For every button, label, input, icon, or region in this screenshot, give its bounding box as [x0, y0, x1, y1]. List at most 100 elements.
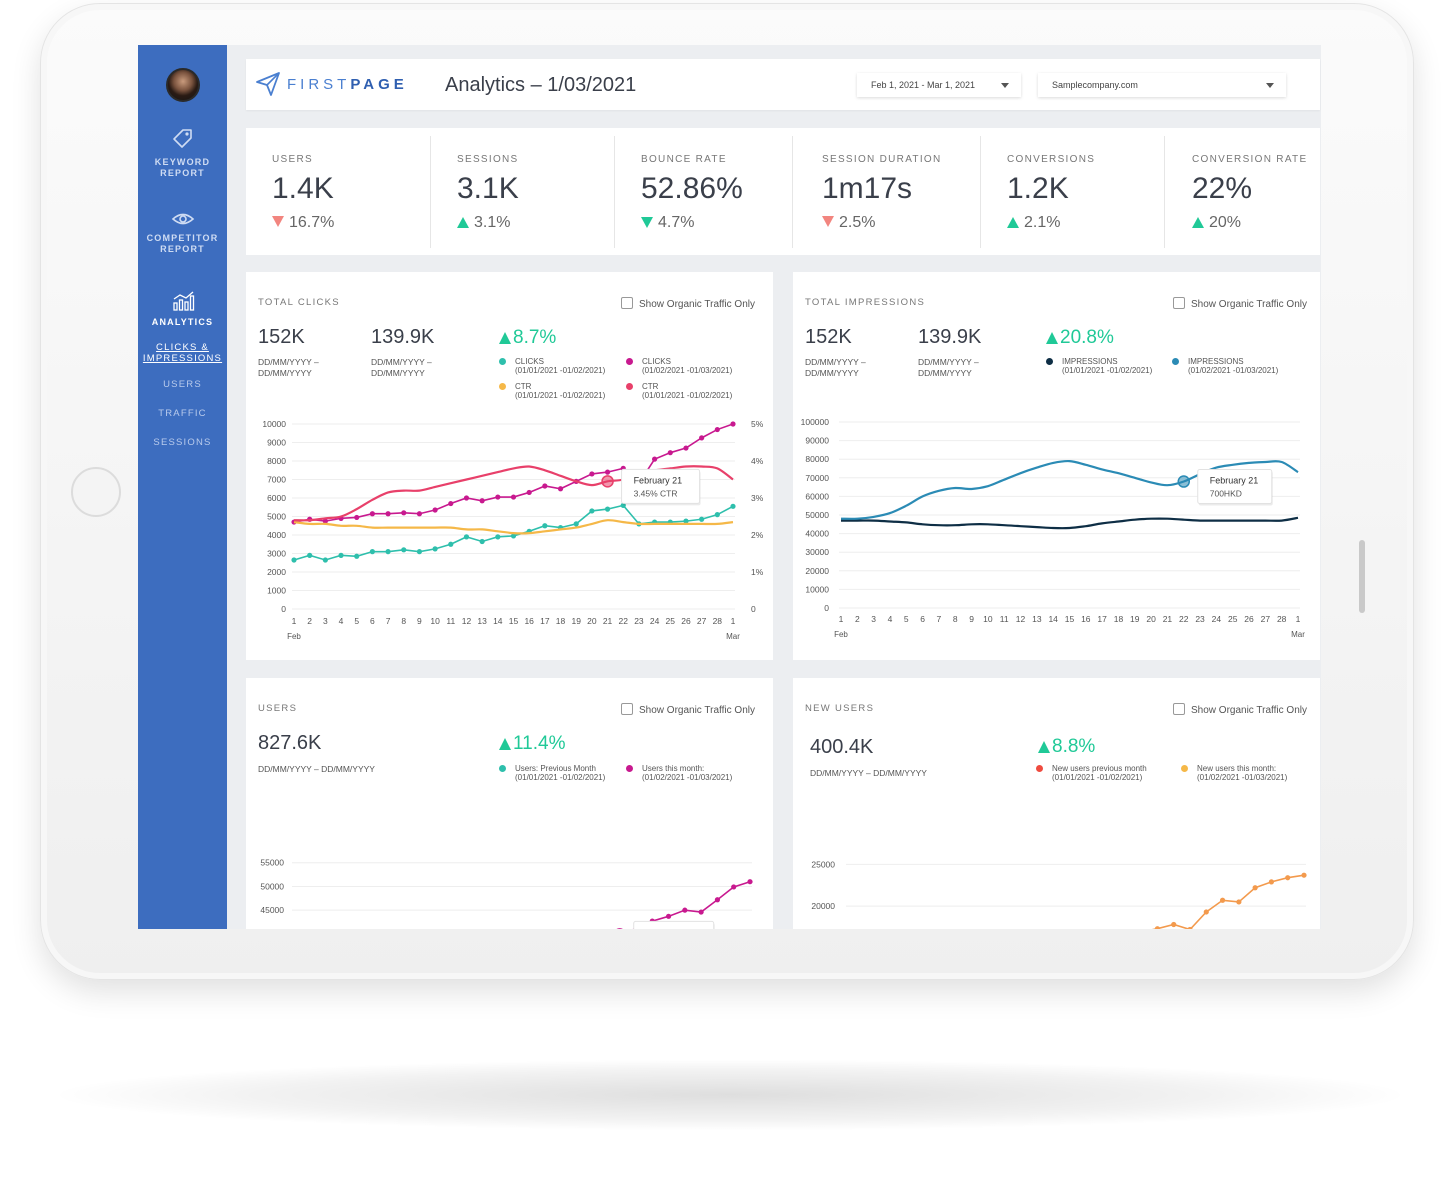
- kpi-label: SESSION DURATION: [822, 154, 942, 165]
- date-line: DD/MM/YYYY –: [371, 357, 432, 367]
- tooltip-box: [633, 920, 715, 929]
- y-tick-label: 2000: [267, 567, 286, 577]
- tooltip-value: 700HKD: [1210, 489, 1242, 499]
- impressions-line-chart: 1000009000080000700006000050000400003000…: [801, 417, 1306, 639]
- data-point-magenta: [448, 500, 454, 507]
- y-tick-label: 50000: [260, 881, 284, 891]
- kpi-change-value: 2.5%: [839, 214, 876, 231]
- data-point-magenta: [698, 909, 704, 915]
- divider: [430, 136, 431, 248]
- y-tick-label: 100000: [801, 417, 830, 427]
- data-point-magenta: [385, 511, 391, 517]
- tooltip-value: 3.45% CTR: [634, 488, 678, 498]
- domain-select[interactable]: Samplecompany.com: [1038, 73, 1286, 97]
- nav-keyword-report[interactable]: KEYWORD REPORT: [138, 127, 227, 179]
- date-range-value: Feb 1, 2021 - Mar 1, 2021: [871, 80, 976, 90]
- x-tick-label: 15: [509, 616, 519, 626]
- x-tick-label: 10: [983, 614, 993, 624]
- organic-traffic-checkbox[interactable]: Show Organic Traffic Only: [621, 297, 755, 310]
- y-tick-label: 1000: [267, 586, 286, 596]
- organic-traffic-checkbox[interactable]: Show Organic Traffic Only: [1173, 297, 1307, 310]
- x-tick-label: 27: [697, 616, 707, 626]
- data-point-teal: [416, 549, 423, 555]
- kpi-label: USERS: [272, 154, 313, 165]
- data-point-teal: [354, 553, 360, 559]
- legend-range: (01/01/2021 -01/02/2021): [1052, 773, 1143, 782]
- nav-competitor-report-label-1: COMPETITOR: [146, 233, 219, 243]
- triangle-up-icon: [1007, 217, 1019, 228]
- avatar[interactable]: [166, 68, 200, 102]
- data-point-teal: [291, 557, 297, 563]
- tooltip-title: February 21: [1210, 476, 1259, 486]
- subnav-sessions[interactable]: SESSIONS: [153, 437, 212, 448]
- kpi-session-duration: SESSION DURATION 1m17s 2.5%: [796, 128, 940, 255]
- kpi-value: 1m17s: [822, 172, 913, 205]
- legend-range: (01/02/2021 -01/03/2021): [642, 773, 733, 782]
- data-point-teal: [432, 546, 438, 552]
- tooltip-title: February 21: [634, 475, 683, 485]
- x-tick-label: 4: [888, 614, 893, 624]
- triangle-up-icon: [457, 217, 469, 228]
- subnav-traffic[interactable]: TRAFFIC: [158, 408, 207, 419]
- data-point-orange: [1301, 872, 1307, 878]
- series-line-magenta: [632, 880, 751, 929]
- firstpage-logo[interactable]: FIRSTPAGE: [255, 71, 408, 97]
- legend-name: CLICKS: [642, 357, 671, 366]
- y-tick-label: 45000: [260, 905, 284, 915]
- legend-range: (01/02/2021 -01/03/2021): [642, 366, 733, 375]
- bar-chart-icon: [172, 291, 194, 311]
- legend-dot: [499, 358, 506, 365]
- nav-competitor-report-label-2: REPORT: [160, 244, 205, 254]
- data-point-teal: [401, 547, 407, 553]
- data-point-teal: [683, 518, 689, 524]
- legend-item: CLICKS (01/01/2021 -01/02/2021): [499, 357, 605, 375]
- tablet-home-button[interactable]: [71, 467, 121, 517]
- date-range-select[interactable]: Feb 1, 2021 - Mar 1, 2021: [857, 73, 1021, 97]
- x-tick-label: 25: [666, 616, 676, 626]
- kpi-change: 20%: [1192, 214, 1241, 232]
- x-tick-label: 27: [1261, 614, 1271, 624]
- organic-traffic-checkbox[interactable]: Show Organic Traffic Only: [1173, 703, 1307, 716]
- x-tick-label: 3: [323, 616, 328, 626]
- legend-name: New users this month:: [1197, 764, 1277, 773]
- subnav-clicks-label-2: IMPRESSIONS: [142, 353, 223, 364]
- y-tick-label: 30000: [805, 547, 829, 557]
- kpi-bounce-rate: BOUNCE RATE 52.86% 4.7%: [615, 128, 743, 255]
- checkbox-icon: [1173, 297, 1185, 309]
- eye-icon: [171, 213, 194, 225]
- data-point-magenta: [667, 450, 673, 456]
- data-point-orange: [1187, 926, 1193, 929]
- tooltip-box: [621, 468, 701, 504]
- x-tick-label: 7: [386, 616, 391, 626]
- y-tick-label: 5000: [267, 512, 286, 522]
- x-tick-label: 26: [681, 616, 691, 626]
- percent-change: 8.8%: [1038, 736, 1095, 758]
- kpi-change-value: 2.1%: [1024, 214, 1061, 231]
- x-tick-label: 3: [871, 614, 876, 624]
- organic-traffic-checkbox[interactable]: Show Organic Traffic Only: [621, 703, 755, 716]
- date-line: DD/MM/YYYY: [918, 368, 972, 378]
- y2-tick-label: 4%: [751, 456, 764, 466]
- tablet-side-button[interactable]: [1359, 540, 1365, 613]
- legend-name: Users this month:: [642, 764, 705, 773]
- data-point-teal: [479, 538, 485, 545]
- data-point-teal: [589, 508, 595, 514]
- legend-item: Users: Previous Month (01/01/2021 -01/02/…: [499, 764, 605, 782]
- triangle-up-icon: [1192, 217, 1204, 228]
- data-point-magenta: [604, 469, 611, 475]
- subnav-users[interactable]: USERS: [163, 379, 202, 390]
- nav-analytics[interactable]: ANALYTICS: [138, 291, 227, 328]
- checkbox-icon: [1173, 703, 1185, 715]
- value-current: 400.4K: [810, 736, 874, 758]
- kpi-value: 22%: [1192, 172, 1253, 205]
- data-point-magenta: [714, 897, 721, 903]
- y-tick-label: 6000: [267, 493, 286, 503]
- data-point-teal: [714, 512, 720, 518]
- x-tick-label: 18: [556, 616, 566, 626]
- triangle-down-icon: [822, 216, 834, 227]
- legend-name: Users: Previous Month: [515, 764, 596, 773]
- nav-competitor-report[interactable]: COMPETITOR REPORT: [138, 211, 227, 255]
- data-point-magenta: [463, 495, 470, 501]
- y-tick-label: 90000: [805, 436, 829, 446]
- subnav-clicks-impressions[interactable]: CLICKS & IMPRESSIONS: [138, 342, 227, 364]
